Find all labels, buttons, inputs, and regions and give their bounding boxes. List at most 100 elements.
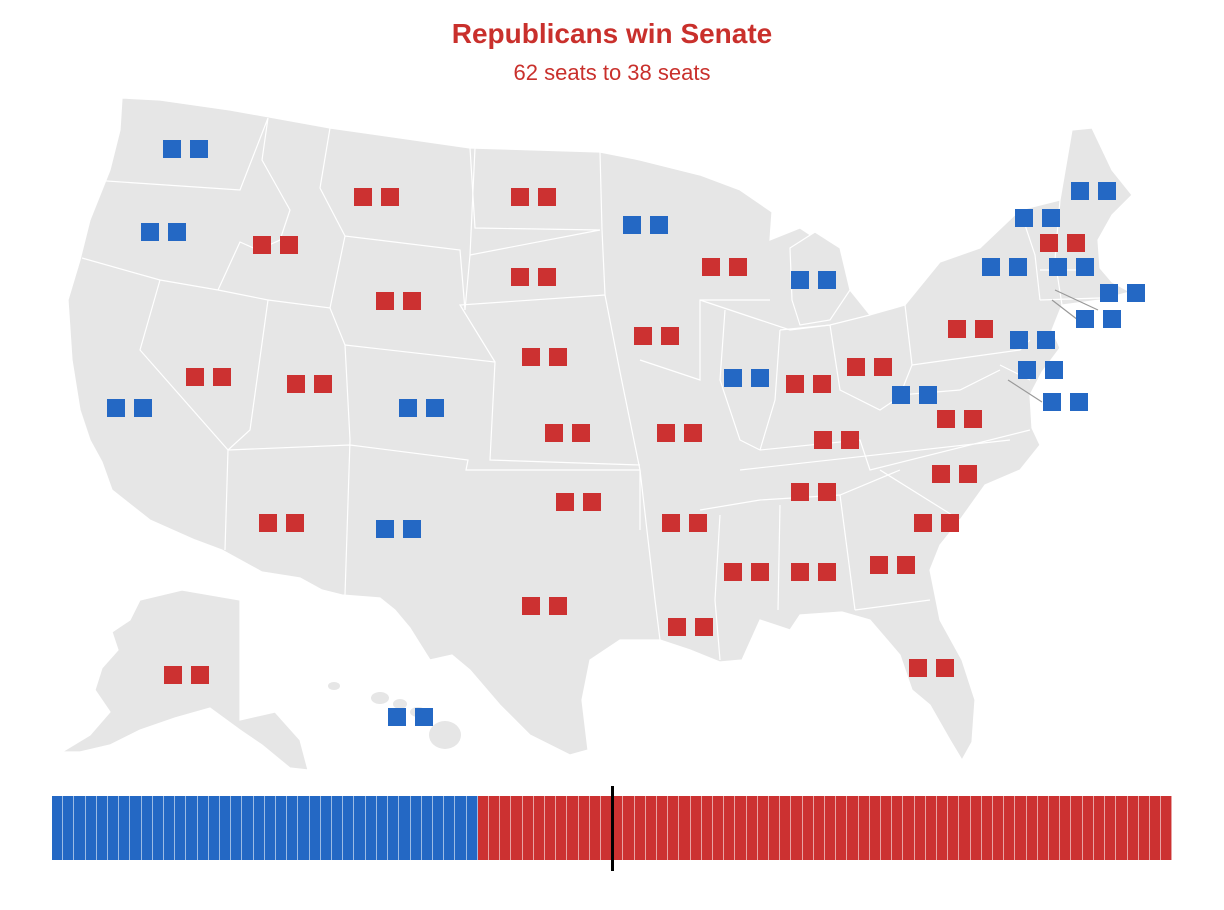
state-border-line	[719, 309, 761, 451]
state-border-line	[639, 299, 770, 381]
hawaii-island-shape	[328, 682, 340, 690]
dem-seat-bar-segment	[354, 796, 366, 860]
seat-marker	[538, 188, 556, 206]
dem-seat-bar-segment	[96, 796, 109, 860]
seat-marker	[751, 369, 769, 387]
seat-marker	[545, 424, 563, 442]
rep-seat-bar-segment	[1026, 796, 1038, 860]
rep-seat-bar-segment	[948, 796, 960, 860]
state-seats-ar	[662, 514, 707, 532]
leader-line-md	[1007, 379, 1043, 403]
state-seats-ct	[1076, 310, 1121, 328]
seat-marker	[354, 188, 372, 206]
state-seats-de	[1018, 361, 1063, 379]
alaska-shape	[59, 589, 309, 771]
seat-marker	[964, 410, 982, 428]
seat-marker	[975, 320, 993, 338]
state-seats-hi	[388, 708, 433, 726]
us-senate-map	[59, 98, 1145, 771]
state-border-line	[839, 494, 856, 611]
state-border-line	[217, 289, 269, 451]
seat-marker	[1076, 258, 1094, 276]
seat-marker	[163, 140, 181, 158]
seat-marker	[729, 258, 747, 276]
seat-marker	[1103, 310, 1121, 328]
seat-marker	[381, 188, 399, 206]
dem-seat-bar-segment	[388, 796, 400, 860]
hawaii-island-shape	[429, 721, 461, 749]
state-seats-co	[399, 399, 444, 417]
rep-seat-bar-segment	[724, 796, 736, 860]
state-seats-nd	[511, 188, 556, 206]
seat-marker	[287, 375, 305, 393]
seat-marker	[662, 514, 680, 532]
state-seats-ne	[522, 348, 567, 366]
seat-marker	[583, 493, 601, 511]
state-seats-ny	[982, 258, 1027, 276]
state-seats-ga	[870, 556, 915, 574]
dem-seat-bar-segment	[220, 796, 232, 860]
seat-marker	[897, 556, 915, 574]
rep-seat-bar-segment	[970, 796, 982, 860]
seat-marker	[549, 597, 567, 615]
seat-marker	[689, 514, 707, 532]
seat-marker	[684, 424, 702, 442]
dem-seat-bar-segment	[85, 796, 97, 860]
state-seats-nc	[932, 465, 977, 483]
seat-marker	[982, 258, 1000, 276]
state-seats-la	[668, 618, 713, 636]
state-seats-sc	[914, 514, 959, 532]
seat-marker	[818, 271, 836, 289]
rep-seat-bar-segment	[656, 796, 669, 860]
state-seats-ky	[814, 431, 859, 449]
rep-seat-bar-segment	[1004, 796, 1016, 860]
state-seats-mn	[623, 216, 668, 234]
state-border-line	[227, 444, 640, 471]
seat-marker	[650, 216, 668, 234]
rep-seat-bar-segment	[533, 796, 545, 860]
seat-marker	[415, 708, 433, 726]
seat-marker	[847, 358, 865, 376]
dem-seat-bar-segment	[130, 796, 142, 860]
state-border-line	[759, 329, 781, 451]
rep-seat-bar-segment	[959, 796, 971, 860]
seat-marker	[623, 216, 641, 234]
rep-seat-bar-segment	[567, 796, 579, 860]
rep-seat-bar-segment	[544, 796, 557, 860]
state-seats-in	[786, 375, 831, 393]
rep-seat-bar-segment	[892, 796, 904, 860]
hawaii-island-shape	[393, 699, 407, 709]
rep-seat-bar-segment	[802, 796, 814, 860]
seat-marker	[538, 268, 556, 286]
dem-seat-bar-segment	[399, 796, 411, 860]
state-border-line	[139, 279, 229, 551]
rep-seat-bar-segment	[522, 796, 534, 860]
seat-marker	[1098, 182, 1116, 200]
state-seats-az	[259, 514, 304, 532]
seat-marker	[1010, 331, 1028, 349]
rep-seat-bar-segment	[881, 796, 893, 860]
state-border-line	[599, 151, 641, 530]
seat-marker	[959, 465, 977, 483]
seat-marker	[522, 348, 540, 366]
seat-marker	[186, 368, 204, 386]
state-seats-fl	[909, 659, 954, 677]
state-border-line	[699, 299, 871, 331]
dem-seat-bar-segment	[365, 796, 377, 860]
state-seats-nv	[186, 368, 231, 386]
seat-marker	[791, 483, 809, 501]
seat-marker	[213, 368, 231, 386]
state-seats-vt	[1015, 209, 1060, 227]
dem-seat-bar-segment	[164, 796, 176, 860]
state-seats-wa	[163, 140, 208, 158]
seat-marker	[1049, 258, 1067, 276]
rep-seat-bar-segment	[645, 796, 657, 860]
state-seats-nj	[1010, 331, 1055, 349]
rep-seat-bar-segment	[1037, 796, 1050, 860]
seat-marker	[932, 465, 950, 483]
seat-marker	[1009, 258, 1027, 276]
state-seats-wy	[376, 292, 421, 310]
rep-seat-bar-segment	[769, 796, 781, 860]
state-border-line	[854, 599, 931, 611]
dem-seat-bar-segment	[186, 796, 198, 860]
